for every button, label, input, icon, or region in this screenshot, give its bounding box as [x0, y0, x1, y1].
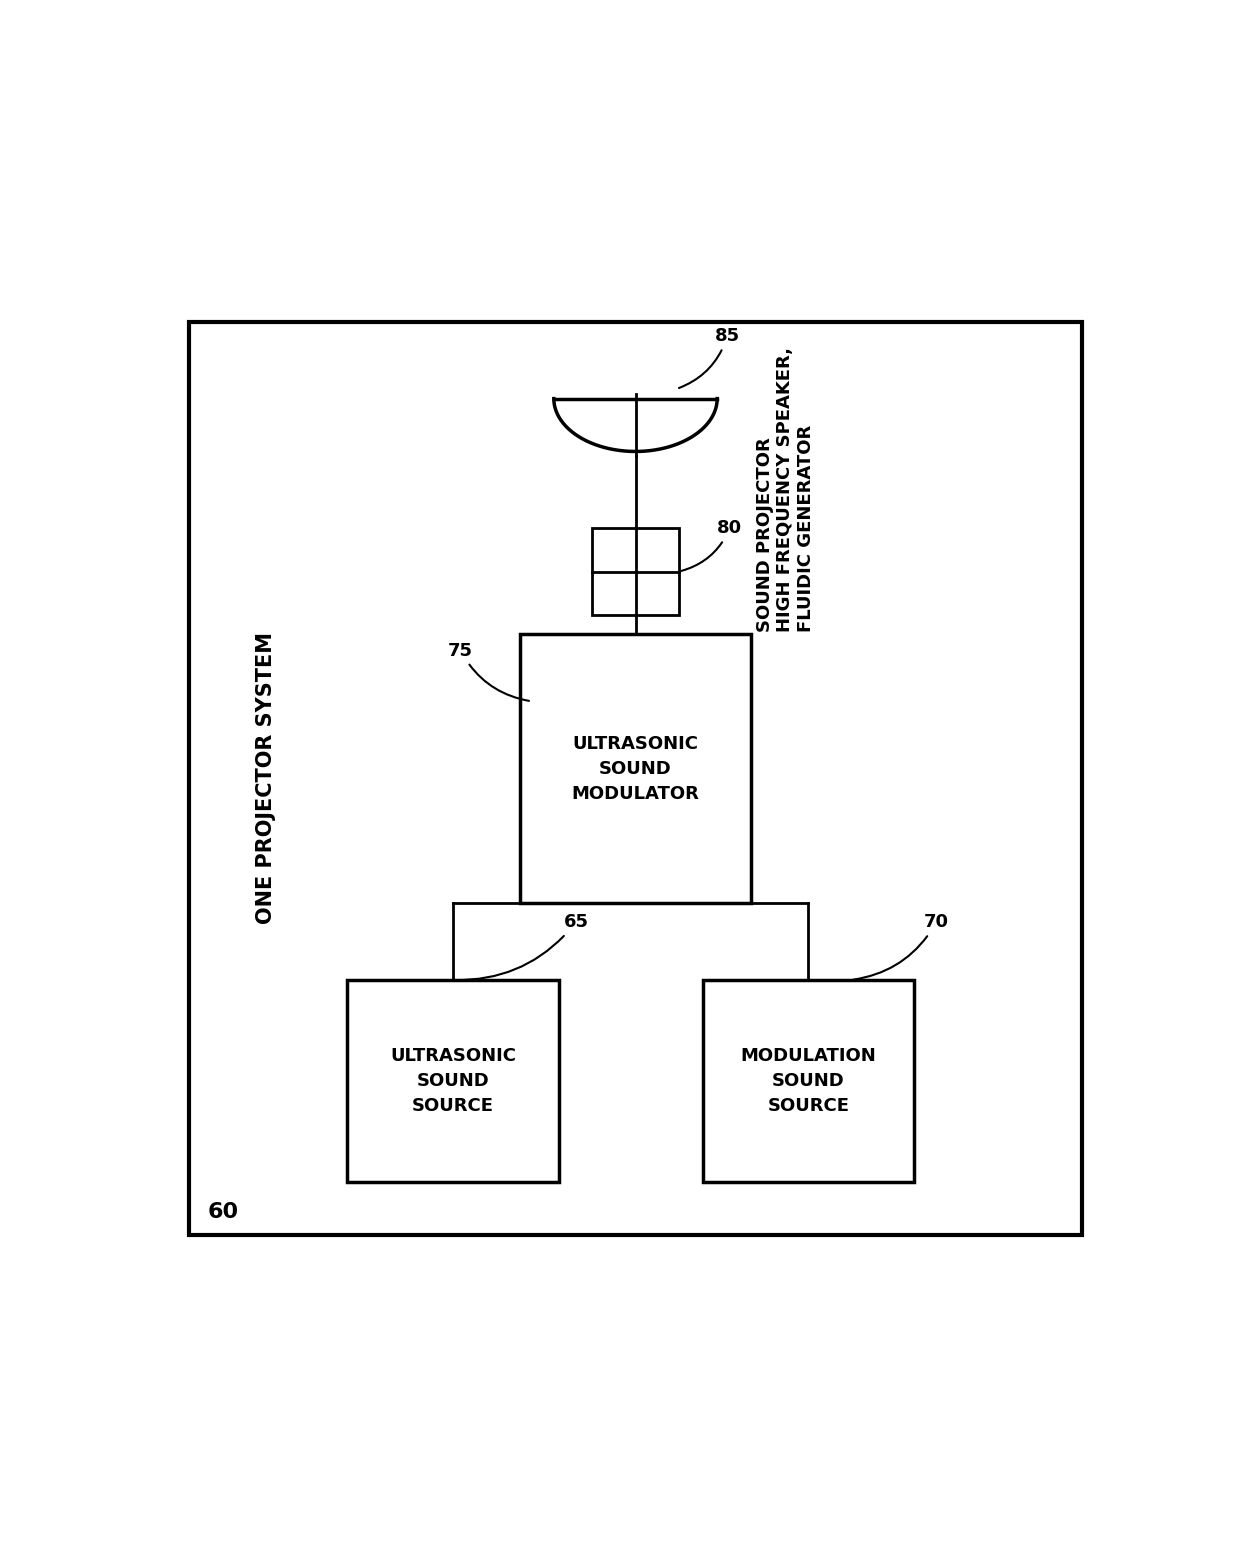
Bar — [703, 980, 914, 1182]
Text: SOUND PROJECTOR
HIGH FREQUENCY SPEAKER,
FLUIDIC GENERATOR: SOUND PROJECTOR HIGH FREQUENCY SPEAKER, … — [755, 347, 815, 632]
Text: ONE PROJECTOR SYSTEM: ONE PROJECTOR SYSTEM — [255, 632, 275, 925]
Bar — [593, 529, 678, 615]
Text: ULTRASONIC
SOUND
SOURCE: ULTRASONIC SOUND SOURCE — [389, 1046, 516, 1116]
Text: 60: 60 — [208, 1202, 239, 1222]
Bar — [521, 633, 751, 903]
Text: 65: 65 — [455, 914, 589, 980]
Text: 75: 75 — [448, 641, 529, 701]
Text: 80: 80 — [682, 519, 743, 570]
Text: ULTRASONIC
SOUND
MODULATOR: ULTRASONIC SOUND MODULATOR — [572, 735, 699, 803]
Text: 85: 85 — [680, 327, 740, 388]
Bar — [347, 980, 559, 1182]
Text: MODULATION
SOUND
SOURCE: MODULATION SOUND SOURCE — [740, 1046, 877, 1116]
Text: 70: 70 — [853, 914, 949, 980]
